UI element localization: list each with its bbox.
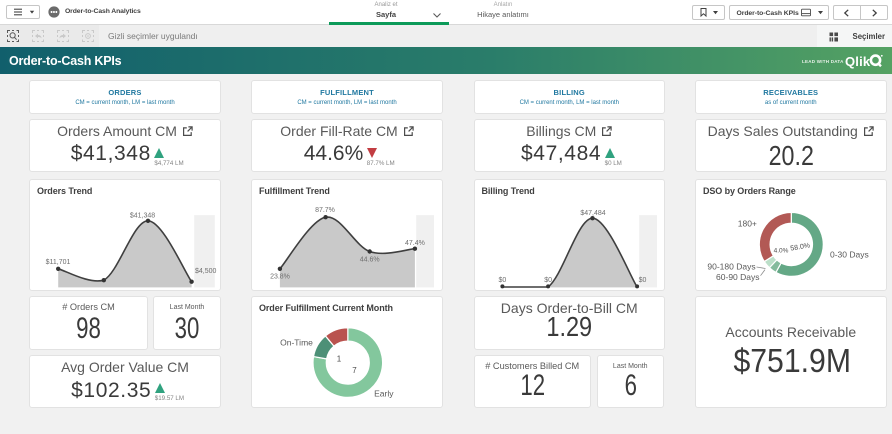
svg-text:$11,701: $11,701 — [46, 259, 71, 266]
svg-text:$41,348: $41,348 — [130, 213, 155, 220]
svg-text:44.6%: 44.6% — [360, 257, 380, 264]
svg-text:60-90 Days: 60-90 Days — [716, 272, 759, 282]
svg-text:1: 1 — [337, 355, 342, 364]
svg-text:180+: 180+ — [738, 219, 757, 229]
svg-text:87.7%: 87.7% — [315, 207, 335, 214]
svg-text:47.4%: 47.4% — [405, 240, 425, 247]
svg-text:7: 7 — [352, 366, 357, 375]
svg-text:90-180 Days: 90-180 Days — [707, 261, 755, 271]
svg-text:$0: $0 — [498, 277, 506, 284]
svg-text:0-30 Days: 0-30 Days — [830, 250, 869, 260]
svg-text:23.8%: 23.8% — [270, 273, 290, 280]
svg-text:Early: Early — [374, 389, 394, 399]
svg-text:58.0%: 58.0% — [790, 242, 811, 252]
svg-text:$4,500: $4,500 — [195, 268, 217, 275]
svg-text:On-Time: On-Time — [280, 338, 313, 348]
svg-text:$0: $0 — [638, 277, 646, 284]
svg-text:$0: $0 — [544, 277, 552, 284]
svg-text:$47,484: $47,484 — [580, 210, 605, 217]
svg-text:4.0%: 4.0% — [774, 248, 789, 255]
